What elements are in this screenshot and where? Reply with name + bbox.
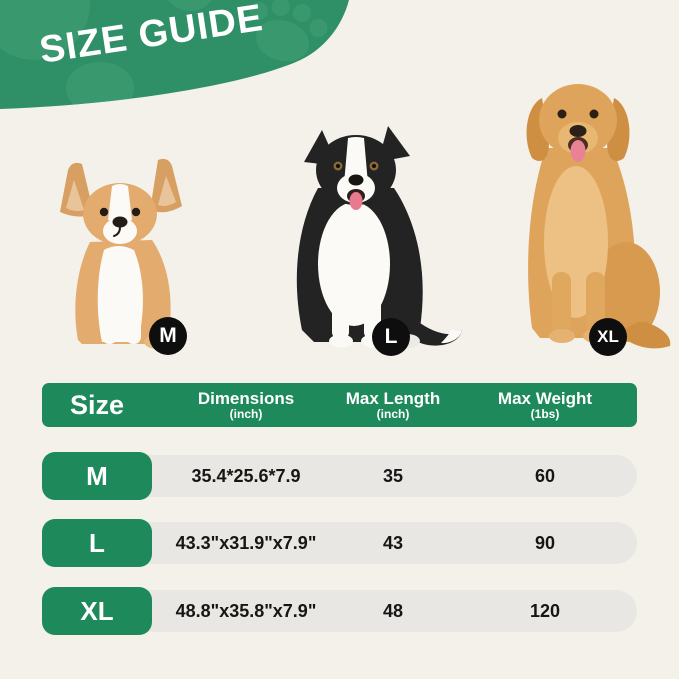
table-row-xl: XL 48.8"x35.8"x7.9" 48 120 — [42, 587, 637, 635]
table-row-m: M 35.4*25.6*7.9 35 60 — [42, 452, 637, 500]
header-max-weight: Max Weight — [497, 388, 593, 408]
size-table-header: Size Dimensions (inch) Max Length (inch)… — [42, 383, 637, 427]
max-weight-value: 90 — [534, 532, 556, 553]
dog-image-border-collie — [296, 126, 462, 348]
paw-print-icon — [249, 0, 328, 62]
max-length-value: 48 — [382, 600, 404, 621]
header-dimensions: Dimensions — [197, 388, 295, 408]
banner — [0, 0, 349, 109]
size-badge-l: L — [372, 318, 410, 356]
dog-image-golden-retriever — [526, 84, 671, 349]
header-max-weight-unit: (1bs) — [530, 406, 560, 421]
dimensions-value: 43.3"x31.9"x7.9" — [175, 532, 317, 553]
table-row-l: L 43.3"x31.9"x7.9" 43 90 — [42, 519, 637, 567]
size-badge-m: M — [149, 317, 187, 355]
max-length-value: 43 — [382, 532, 404, 553]
header-dimensions-unit: (inch) — [229, 406, 263, 421]
header-max-length: Max Length — [345, 388, 441, 408]
dog-image-corgi — [60, 158, 182, 349]
size-pill-xl: XL — [42, 587, 152, 635]
max-length-value: 35 — [382, 465, 404, 486]
header-max-length-unit: (inch) — [376, 406, 410, 421]
size-pill-m: M — [42, 452, 152, 500]
paw-print-decorations — [0, 0, 328, 109]
max-weight-value: 60 — [534, 465, 556, 486]
dimensions-value: 35.4*25.6*7.9 — [191, 465, 301, 486]
dimensions-value: 48.8"x35.8"x7.9" — [175, 600, 317, 621]
size-badge-xl: XL — [589, 318, 627, 356]
max-weight-value: 120 — [529, 600, 561, 621]
size-pill-l: L — [42, 519, 152, 567]
banner-shape — [0, 0, 349, 109]
header-size: Size — [69, 389, 125, 420]
